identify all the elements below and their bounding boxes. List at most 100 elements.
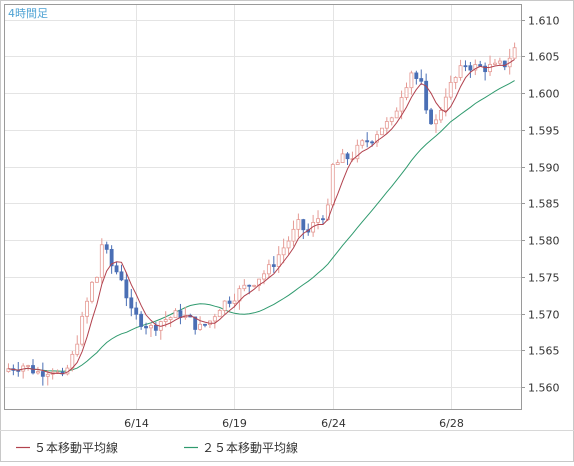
y-tick-label: 1.575 <box>528 272 560 285</box>
candle-body <box>429 109 433 125</box>
candle-body <box>399 97 404 112</box>
candle-body <box>497 60 502 64</box>
candle-body <box>316 218 320 223</box>
candle-body <box>360 140 365 146</box>
candle-body <box>301 219 306 231</box>
x-tick-label: 6/14 <box>124 417 149 430</box>
candle-body <box>70 353 75 369</box>
candle-body <box>488 64 492 73</box>
candle-body <box>409 72 414 89</box>
y-tick-label: 1.585 <box>528 198 560 211</box>
candle-body <box>463 65 468 68</box>
candle-body <box>365 140 370 143</box>
candle-body <box>36 371 40 374</box>
candle-body <box>232 300 237 304</box>
candle-body <box>237 288 242 302</box>
ma25-path <box>8 80 515 372</box>
candle-body <box>40 371 45 377</box>
candle-body <box>335 162 340 165</box>
candle-body <box>286 240 291 249</box>
candle-body <box>281 247 286 256</box>
candle-body <box>217 310 222 318</box>
x-tick-label: 6/24 <box>321 417 346 430</box>
candle-body <box>424 80 429 111</box>
y-tick-label: 1.600 <box>528 88 560 101</box>
y-tick-label: 1.590 <box>528 162 560 175</box>
legend-label: ５本移動平均線 <box>34 440 118 455</box>
candle-body <box>434 119 438 125</box>
candle-body <box>104 244 109 250</box>
candle-body <box>370 141 375 144</box>
candle-body <box>134 307 139 315</box>
candle-body <box>493 62 497 65</box>
candle-body <box>483 65 488 73</box>
candle-body <box>45 373 50 377</box>
candle-body <box>355 144 360 160</box>
ma5-line <box>8 58 515 375</box>
candle-body <box>296 219 301 230</box>
candle-body <box>242 284 247 290</box>
candle-body <box>124 279 129 299</box>
candle-body <box>168 317 173 320</box>
chart-title: 4時間足 <box>8 7 48 20</box>
candle-body <box>149 325 153 329</box>
legend: ５本移動平均線 ２５本移動平均線 <box>16 440 298 455</box>
y-tick-label: 1.610 <box>528 15 560 28</box>
candle-body <box>448 81 453 98</box>
candle-body <box>173 310 178 318</box>
candle-body <box>453 77 458 83</box>
candle-body <box>80 315 85 345</box>
candle-body <box>380 127 384 136</box>
y-tick-label: 1.565 <box>528 345 560 358</box>
candle-body <box>153 325 158 331</box>
x-tick-label: 6/19 <box>222 417 247 430</box>
candle-body <box>404 87 409 98</box>
candle-body <box>193 316 198 330</box>
candle-body <box>468 65 473 71</box>
candle-body <box>212 316 217 322</box>
candle-body <box>178 310 183 318</box>
candle-body <box>512 47 517 59</box>
candle-body <box>75 343 80 355</box>
candle-body <box>394 110 399 119</box>
y-tick-label: 1.595 <box>528 125 560 138</box>
candle-body <box>144 326 148 329</box>
candle-body <box>502 60 507 68</box>
candle-body <box>321 218 325 221</box>
candle-body <box>419 78 424 82</box>
x-axis: 6/14 6/19 6/24 6/28 <box>124 417 464 430</box>
candle-body <box>198 323 203 330</box>
candle-body <box>99 244 104 278</box>
candle-body <box>119 271 124 281</box>
candle-body <box>114 265 119 273</box>
candle-body <box>276 254 281 267</box>
candle-body <box>252 284 257 287</box>
candle-body <box>163 319 168 322</box>
candle-body <box>384 121 389 129</box>
candle-body <box>247 284 252 287</box>
candle-body <box>443 96 448 111</box>
candle-body <box>340 153 345 164</box>
candle-body <box>266 264 271 275</box>
candle-body <box>330 164 335 206</box>
candle-body <box>271 264 276 267</box>
candle-body <box>90 281 94 302</box>
candle-body <box>389 117 394 122</box>
y-tick-label: 1.605 <box>528 51 560 64</box>
candle-body <box>222 300 227 311</box>
candle-body <box>345 153 350 160</box>
ma25-line <box>8 80 515 372</box>
chart-grid <box>5 5 521 409</box>
y-tick-label: 1.560 <box>528 382 560 395</box>
candle-body <box>473 64 478 71</box>
candle-body <box>375 134 379 143</box>
candle-body <box>94 276 99 283</box>
candle-body <box>262 273 266 280</box>
candle-body <box>26 365 31 367</box>
ma5-path <box>8 58 515 375</box>
candle-body <box>203 323 207 326</box>
candles <box>6 42 517 386</box>
candle-body <box>291 228 296 242</box>
